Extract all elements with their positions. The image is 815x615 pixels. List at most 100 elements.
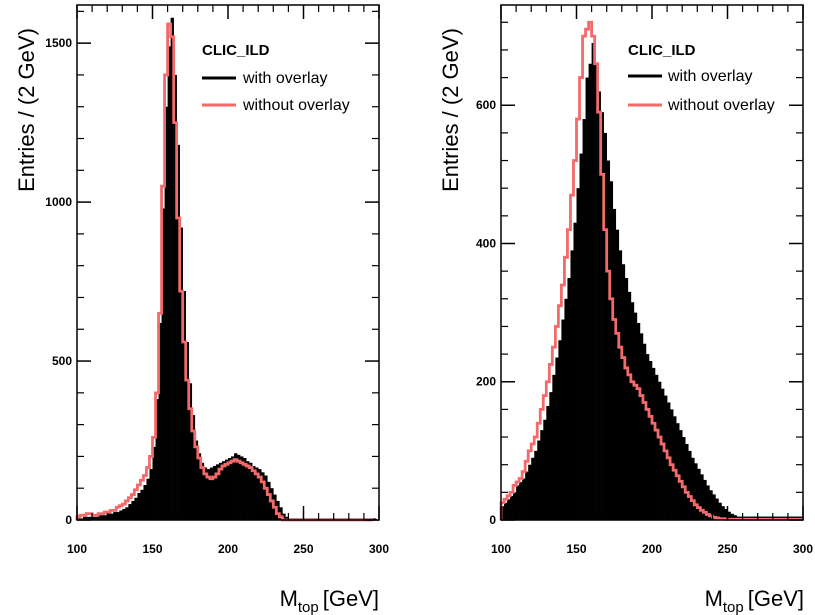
right-x-tick-label: 300 [793,542,813,556]
right-bar-with-overlay [700,474,704,520]
left-bar-with-overlay [179,227,183,520]
left-bar-with-overlay [125,507,129,520]
left-bar-with-overlay [264,475,268,520]
left-x-tick-label: 100 [67,542,87,556]
left-bar-with-overlay [221,461,226,520]
left-bar-with-overlay [279,507,283,520]
right-bar-with-overlay [727,511,731,520]
left-x-axis-title: Mtop [GeV] [280,586,379,615]
right-x-tick-label: 150 [566,542,586,556]
right-bar-with-overlay [721,506,725,520]
right-y-axis-title: Entries / (2 GeV) [438,28,463,192]
left-bar-with-overlay [119,510,123,520]
right-bar-with-overlay [531,457,535,520]
right-bar-with-overlay [558,340,562,520]
left-y-tick-label: 0 [65,513,72,527]
right-bar-with-overlay [676,423,680,520]
right-bar-with-overlay [606,160,611,521]
right-x-tick-label: 100 [491,542,511,556]
left-bar-with-overlay [131,500,135,520]
right-bar-with-overlay [673,416,677,520]
right-bar-with-overlay [627,291,632,520]
left-bar-with-overlay [276,500,280,520]
left-bar-with-overlay [113,512,117,520]
right-bar-with-overlay [519,481,523,520]
right-y-tick-label: 600 [476,98,496,112]
right-bar-with-overlay [603,132,607,520]
right-bar-with-overlay [588,63,592,520]
left-bar-with-overlay [89,516,93,520]
left-bar-with-overlay [224,459,229,520]
left-bar-with-overlay [255,467,259,520]
right-bar-with-overlay [597,91,601,520]
right-series-line-without-overlay [499,20,803,521]
left-bar-with-overlay [83,516,87,520]
right-bar-with-overlay [585,77,589,520]
right-bar-with-overlay [594,63,598,520]
right-bar-with-overlay [579,153,583,520]
right-bar-with-overlay [510,495,514,520]
left-bar-with-overlay [98,515,102,520]
right-bar-with-overlay [561,319,565,520]
left-bar-with-overlay [197,453,202,520]
left-y-tick-label: 1000 [45,195,72,209]
right-bar-with-overlay [655,374,659,520]
right-bar-with-overlay [549,392,553,520]
right-bar-with-overlay [630,302,635,520]
left-bar-with-overlay [134,497,138,520]
left-bar-with-overlay [101,515,105,520]
left-bar-with-overlay [161,208,165,520]
right-bar-with-overlay [516,485,520,520]
left-bar-with-overlay [218,462,223,520]
right-bar-with-overlay [639,333,644,520]
right-legend-label-without-overlay: without overlay [667,97,775,114]
left-bar-with-overlay [212,465,217,520]
right-bar-with-overlay [682,437,686,520]
right-bar-with-overlay [658,381,662,520]
left-bar-with-overlay [215,464,220,520]
right-bar-with-overlay [525,471,529,520]
right-bar-with-overlay [648,361,653,520]
left-bar-with-overlay [152,446,156,520]
left-bar-with-overlay [243,458,247,520]
left-bar-with-overlay [137,492,141,520]
right-bar-with-overlay [645,354,650,520]
left-bar-with-overlay [200,462,205,520]
right-bar-with-overlay [733,515,737,520]
left-bar-with-overlay [258,469,262,520]
right-bar-with-overlay [715,498,719,520]
right-bar-with-overlay [624,278,629,520]
left-bar-with-overlay [182,291,187,520]
right-bar-with-overlay [543,419,547,520]
right-bar-with-overlay [612,208,617,520]
right-bar-with-overlay [652,367,656,520]
right-bar-with-overlay [570,250,574,520]
left-bar-with-overlay [122,508,126,520]
right-y-tick-label: 200 [476,375,496,389]
right-bar-with-overlay [712,494,716,520]
right-bar-with-overlay [642,343,647,520]
right-panel: Entries / (2 GeV) Mtop [GeV] CLIC_ILD wit… [438,4,813,615]
left-bar-with-overlay [252,465,256,520]
right-bar-with-overlay [546,405,550,520]
left-bar-with-overlay [191,415,196,520]
right-bar-with-overlay [501,506,505,520]
left-bar-with-overlay [282,513,286,520]
left-bar-with-overlay [95,516,99,520]
left-bar-with-overlay [86,516,90,520]
right-bar-with-overlay [661,388,665,520]
right-bar-with-overlay [697,468,701,520]
left-x-tick-label: 250 [293,542,313,556]
right-bar-with-overlay [679,430,683,520]
left-bar-with-overlay [92,516,96,520]
right-bar-with-overlay [537,440,541,520]
left-legend-label-without-overlay: without overlay [242,97,350,114]
left-bar-with-overlay [194,440,199,520]
right-bar-with-overlay [522,478,526,520]
left-bar-with-overlay [80,518,84,520]
right-bar-with-overlay [688,450,692,520]
right-bar-with-overlay [703,479,707,520]
right-bar-with-overlay [528,464,532,520]
right-bar-with-overlay [576,188,580,520]
